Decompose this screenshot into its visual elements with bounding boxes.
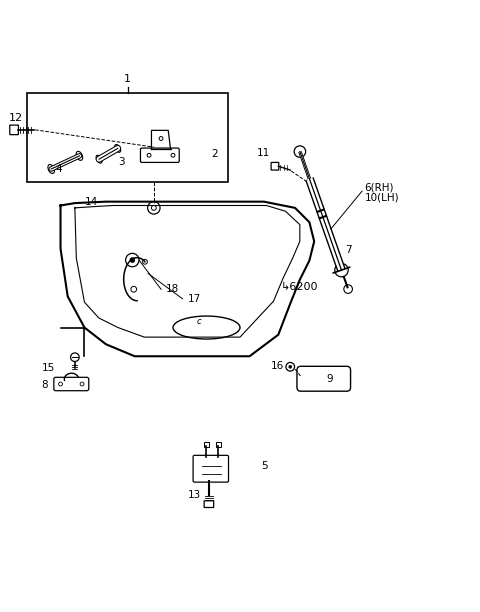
Text: 1: 1 <box>124 75 131 84</box>
Ellipse shape <box>48 165 55 173</box>
Ellipse shape <box>115 144 120 152</box>
Ellipse shape <box>76 151 83 160</box>
Circle shape <box>143 259 147 264</box>
Circle shape <box>286 362 295 371</box>
Text: 6(RH): 6(RH) <box>364 182 394 192</box>
Circle shape <box>294 146 306 157</box>
Circle shape <box>171 154 175 157</box>
Text: 7: 7 <box>345 245 352 255</box>
Text: 9: 9 <box>326 374 333 384</box>
Text: 8: 8 <box>41 380 48 390</box>
FancyBboxPatch shape <box>54 378 89 390</box>
Bar <box>27 93 228 182</box>
Bar <box>216 442 221 447</box>
Circle shape <box>80 382 84 386</box>
FancyBboxPatch shape <box>271 162 279 170</box>
Bar <box>204 442 209 447</box>
Circle shape <box>344 285 352 293</box>
Text: 13: 13 <box>187 490 201 500</box>
Circle shape <box>148 202 160 214</box>
Circle shape <box>130 258 135 263</box>
Text: c: c <box>197 317 202 326</box>
FancyBboxPatch shape <box>10 125 18 135</box>
Text: 10(LH): 10(LH) <box>364 192 399 203</box>
FancyBboxPatch shape <box>141 148 179 162</box>
Text: ↳6200: ↳6200 <box>281 282 318 292</box>
FancyBboxPatch shape <box>297 367 350 391</box>
Ellipse shape <box>173 316 240 339</box>
FancyBboxPatch shape <box>204 501 214 507</box>
Text: 5: 5 <box>262 461 268 471</box>
Text: 17: 17 <box>187 294 201 304</box>
Text: 12: 12 <box>9 113 24 124</box>
Circle shape <box>152 206 156 211</box>
Circle shape <box>335 263 348 277</box>
Circle shape <box>71 353 79 362</box>
Text: 16: 16 <box>271 361 284 371</box>
FancyBboxPatch shape <box>193 455 228 482</box>
Text: 14: 14 <box>84 196 98 207</box>
Circle shape <box>159 136 163 140</box>
Ellipse shape <box>96 155 102 163</box>
Circle shape <box>289 365 292 368</box>
Circle shape <box>126 253 139 267</box>
Text: 15: 15 <box>41 363 55 373</box>
Circle shape <box>147 154 151 157</box>
Text: 2: 2 <box>211 149 218 159</box>
Text: 4: 4 <box>56 164 62 174</box>
Text: 3: 3 <box>118 157 125 168</box>
Text: 18: 18 <box>166 284 179 294</box>
Circle shape <box>59 382 62 386</box>
Text: 11: 11 <box>257 148 270 158</box>
Circle shape <box>131 286 137 292</box>
